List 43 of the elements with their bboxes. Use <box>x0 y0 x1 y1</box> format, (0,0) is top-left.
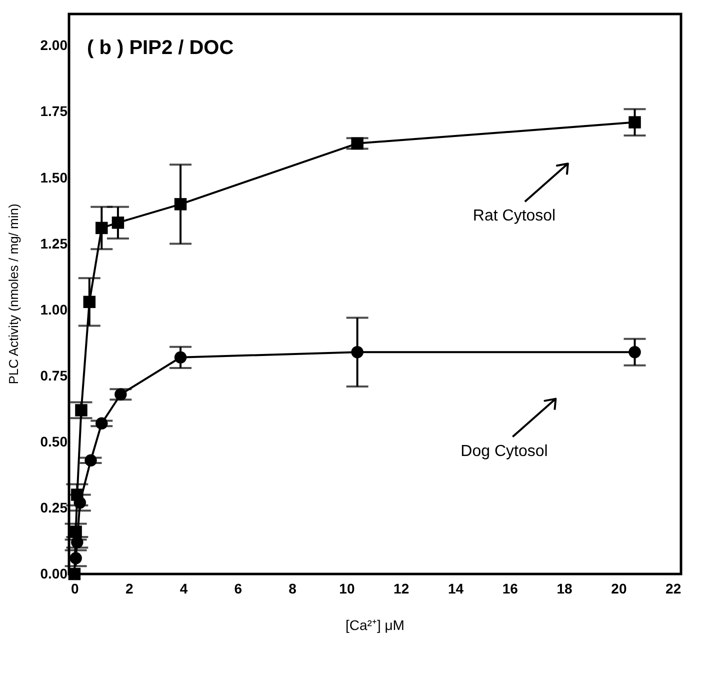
x-tick-label: 20 <box>611 580 627 596</box>
annotation: ( b ) PIP2 / DOC <box>87 37 234 59</box>
point <box>83 296 96 308</box>
x-tick-label: 16 <box>502 580 518 596</box>
y-tick-label: 0.00 <box>40 566 68 582</box>
point <box>174 351 187 364</box>
legend-label: Dog Cytosol <box>460 442 548 460</box>
point <box>71 536 84 548</box>
y-tick-label: 0.25 <box>40 499 68 516</box>
x-axis-title: [Ca²⁺] μM <box>346 617 404 633</box>
y-axis-title: PLC Activity (nmoles / mg/ min) <box>6 204 21 384</box>
x-tick-label: 12 <box>394 580 410 596</box>
point <box>70 552 82 564</box>
y-tick-label: 1.00 <box>40 301 68 318</box>
y-tick-label: 0.50 <box>40 433 68 450</box>
y-tick-label: 1.50 <box>40 169 68 186</box>
y-tick-label: 2.00 <box>40 37 68 54</box>
x-tick-label: 18 <box>556 580 573 596</box>
point <box>112 216 124 229</box>
y-tick-label: 1.75 <box>40 103 68 120</box>
point <box>96 222 108 234</box>
x-tick-label: 10 <box>339 580 355 596</box>
y-tick-label: 0.75 <box>40 367 68 384</box>
point <box>96 417 108 430</box>
x-tick-label: 8 <box>288 580 297 596</box>
point <box>68 568 81 580</box>
x-tick-label: 0 <box>71 580 80 596</box>
point <box>628 116 641 128</box>
x-tick-label: 22 <box>666 580 682 596</box>
point <box>351 346 364 358</box>
x-tick-label: 6 <box>234 580 242 596</box>
point <box>174 198 187 210</box>
point <box>74 496 86 509</box>
x-tick-label: 2 <box>125 580 134 596</box>
point <box>84 454 97 467</box>
point <box>114 388 127 400</box>
x-tick-label: 14 <box>448 580 464 596</box>
point <box>351 137 364 150</box>
point <box>75 404 88 416</box>
legend-label: Rat Cytosol <box>472 208 556 225</box>
point <box>628 346 641 358</box>
x-tick-label: 4 <box>180 580 188 596</box>
y-tick-label: 1.25 <box>40 235 68 252</box>
